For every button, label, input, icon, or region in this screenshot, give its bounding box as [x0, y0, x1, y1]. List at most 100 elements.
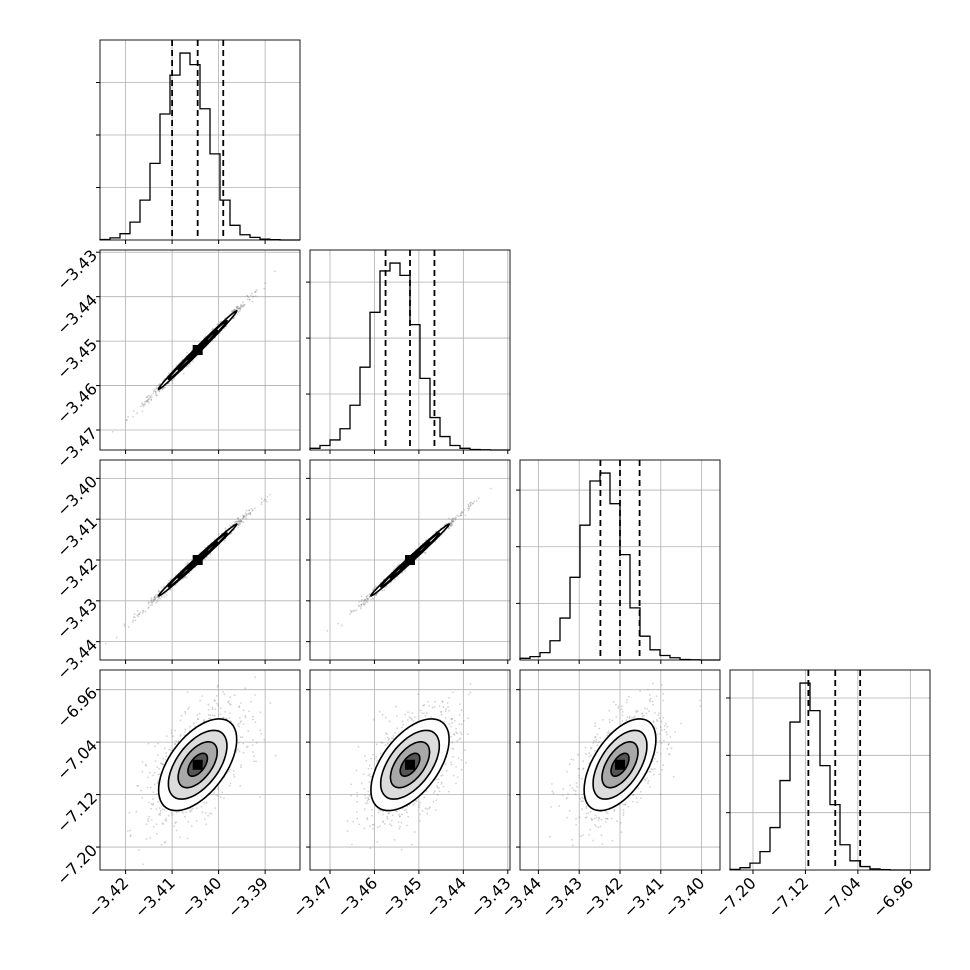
sample-point	[228, 784, 231, 787]
sample-point	[143, 404, 146, 406]
sample-point	[239, 308, 242, 311]
sample-point	[443, 720, 446, 723]
sample-point	[175, 829, 178, 832]
sample-point	[400, 821, 403, 824]
sample-point	[238, 522, 241, 525]
sample-point	[189, 725, 191, 728]
sample-point	[237, 523, 240, 526]
sample-point	[153, 596, 156, 599]
sample-point	[632, 716, 635, 719]
sample-point	[154, 390, 157, 393]
sample-point	[236, 520, 239, 523]
sample-point	[111, 430, 114, 433]
sample-point	[438, 790, 441, 793]
sample-point	[579, 797, 581, 800]
sample-point	[460, 733, 463, 736]
sample-point	[462, 511, 465, 514]
sample-point	[380, 741, 383, 744]
sample-point	[254, 290, 257, 293]
sample-point	[148, 815, 151, 818]
sample-point	[242, 516, 245, 519]
sample-point	[158, 596, 160, 599]
sample-point	[450, 718, 453, 721]
hist-bin	[150, 163, 160, 240]
hist-bin	[360, 367, 370, 450]
sample-point	[144, 764, 147, 766]
sample-point	[203, 719, 206, 721]
sample-point	[249, 294, 252, 297]
sample-point	[161, 808, 164, 811]
sample-point	[456, 776, 459, 778]
sample-point	[215, 695, 218, 697]
sample-point	[242, 723, 245, 725]
sample-point	[240, 304, 242, 306]
sample-point	[357, 604, 360, 607]
sample-point	[255, 742, 258, 744]
sample-point	[367, 594, 369, 597]
sample-point	[551, 790, 554, 793]
sample-point	[246, 298, 249, 301]
sample-point	[391, 737, 393, 740]
sample-point	[440, 714, 443, 716]
sample-point	[192, 807, 194, 810]
sample-point	[186, 837, 189, 840]
sample-point	[143, 400, 146, 403]
sample-point	[161, 388, 164, 391]
sample-point	[417, 806, 420, 809]
sample-point	[213, 791, 215, 794]
sample-point	[137, 609, 139, 612]
sample-point	[205, 823, 208, 826]
sample-point	[196, 718, 199, 720]
sample-point	[367, 790, 370, 793]
sample-point	[400, 848, 403, 851]
sample-point	[368, 781, 371, 783]
sample-point	[252, 509, 254, 511]
hist-bin	[780, 781, 790, 870]
x-tick-label: −7.04	[817, 873, 865, 921]
sample-point	[388, 720, 391, 723]
x-tick-label: −7.20	[712, 873, 760, 921]
sample-point	[238, 706, 241, 709]
sample-point	[239, 310, 241, 312]
sample-point	[154, 745, 156, 748]
sample-point	[153, 597, 156, 599]
sample-point	[368, 764, 371, 767]
sample-point	[374, 585, 377, 588]
sample-point	[157, 590, 160, 593]
sample-point	[451, 747, 453, 750]
sample-point	[149, 836, 152, 839]
sample-point	[159, 812, 162, 815]
x-axis-3-1: −3.47−3.46−3.45−3.44−3.43	[289, 870, 515, 921]
sample-point	[680, 722, 683, 725]
sample-point	[141, 796, 144, 799]
sample-point	[376, 841, 379, 843]
sample-point	[396, 727, 399, 730]
sample-point	[384, 716, 387, 719]
y-tick-label: −3.44	[53, 635, 101, 683]
sample-point	[249, 700, 252, 703]
sample-point	[382, 820, 384, 823]
sample-point	[387, 739, 390, 741]
hist-bin	[560, 618, 570, 660]
sample-point	[152, 390, 155, 392]
sample-point	[186, 691, 189, 693]
sample-point	[148, 606, 150, 609]
sample-point	[349, 609, 352, 612]
sample-point	[229, 782, 232, 785]
sample-point	[565, 797, 568, 800]
hist-bin	[400, 275, 410, 450]
sample-point	[174, 743, 176, 746]
sample-point	[147, 818, 149, 820]
sample-point	[489, 487, 492, 490]
y-tick-label: −3.43	[53, 594, 101, 642]
sample-point	[365, 595, 368, 598]
sample-point	[326, 629, 329, 632]
sample-point	[147, 776, 149, 779]
sample-point	[360, 603, 363, 606]
sample-point	[247, 513, 249, 515]
sample-point	[235, 520, 238, 523]
sample-point	[668, 753, 670, 756]
sample-point	[149, 604, 152, 607]
sample-point	[340, 624, 343, 627]
